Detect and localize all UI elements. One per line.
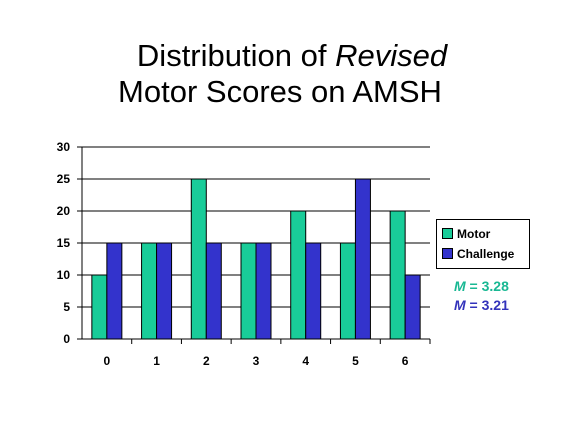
legend-swatch-motor — [442, 228, 453, 239]
bar-motor-2 — [190, 178, 207, 340]
x-tick-label-1: 1 — [153, 354, 160, 368]
x-tick-label-0: 0 — [104, 354, 111, 368]
x-tick-label-2: 2 — [203, 354, 210, 368]
mean-motor-symbol: M — [454, 278, 466, 294]
mean-challenge-symbol: M — [454, 297, 466, 313]
x-tick-label-6: 6 — [402, 354, 409, 368]
legend-item-challenge: Challenge — [442, 246, 514, 262]
bar-motor-0 — [91, 274, 108, 340]
bar-challenge-6 — [404, 274, 421, 340]
mean-motor: M = 3.28 — [454, 278, 509, 294]
bar-motor-4 — [290, 210, 307, 340]
bar-challenge-0 — [106, 242, 123, 340]
legend: Motor Challenge — [436, 219, 530, 269]
y-tick-label-10: 10 — [57, 268, 71, 282]
chart-title-line1: Distribution of Revised — [4, 38, 576, 74]
y-tick-label-20: 20 — [57, 204, 71, 218]
chart-title-line2: Motor Scores on AMSH — [118, 74, 442, 109]
bar-motor-1 — [141, 242, 158, 340]
mean-challenge-value: = 3.21 — [465, 297, 509, 313]
title-italic-word: Revised — [335, 38, 448, 73]
bar-motor-3 — [240, 242, 257, 340]
y-tick-label-30: 30 — [57, 140, 71, 154]
x-tick-label-3: 3 — [253, 354, 260, 368]
bar-challenge-1 — [156, 242, 173, 340]
legend-swatch-challenge — [442, 248, 453, 259]
mean-challenge: M = 3.21 — [454, 297, 509, 313]
y-tick-label-25: 25 — [57, 172, 71, 186]
y-tick-label-5: 5 — [63, 300, 70, 314]
bar-challenge-3 — [255, 242, 272, 340]
y-tick-label-0: 0 — [63, 332, 70, 346]
x-tick-label-4: 4 — [302, 354, 309, 368]
bar-challenge-5 — [354, 178, 371, 340]
bar-motor-5 — [339, 242, 356, 340]
legend-item-motor: Motor — [442, 226, 490, 242]
mean-motor-value: = 3.28 — [465, 278, 509, 294]
legend-label-motor: Motor — [457, 227, 491, 241]
legend-label-challenge: Challenge — [457, 247, 515, 261]
bar-challenge-4 — [305, 242, 322, 340]
bar-motor-6 — [389, 210, 406, 340]
x-tick-label-5: 5 — [352, 354, 359, 368]
y-tick-label-15: 15 — [57, 236, 71, 250]
chart-title: Distribution of Revised Motor Scores on … — [0, 38, 576, 110]
title-prefix: Distribution of — [136, 38, 336, 73]
bar-challenge-2 — [205, 242, 222, 340]
